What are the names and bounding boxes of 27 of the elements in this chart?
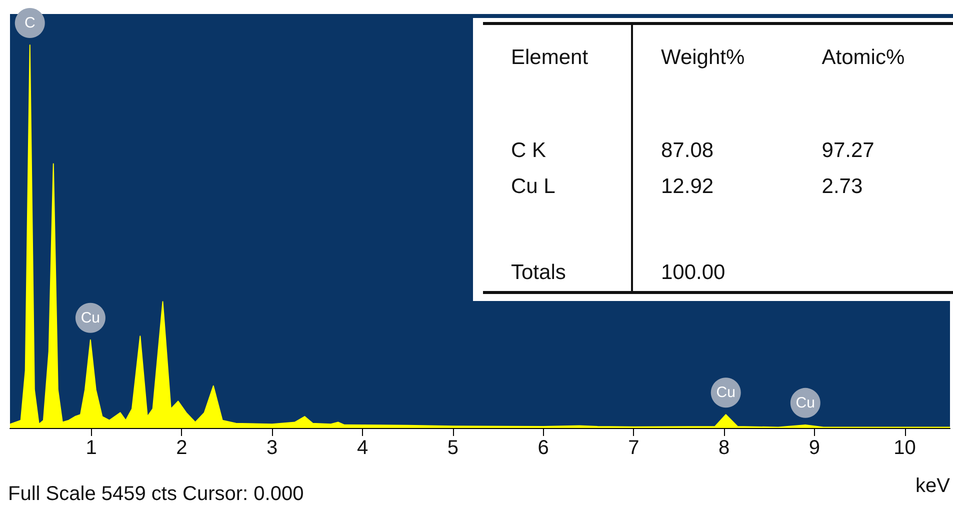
category-label: Totals	[483, 205, 632, 292]
data-label: 87.08	[660, 138, 715, 164]
x-tick-label: 7	[628, 437, 640, 459]
annotation: Cu	[796, 394, 815, 412]
text: Full Scale 5459 cts Cursor: 0.000	[8, 483, 304, 505]
x-tick-label: 5	[447, 437, 458, 459]
text: Element	[483, 24, 632, 91]
series-label: Weight%	[660, 45, 746, 71]
data-label: 97.27	[820, 138, 876, 164]
data-label: 2.73	[820, 174, 864, 200]
x-tick-label: 6	[538, 437, 549, 459]
x-tick-label: 2	[176, 437, 188, 459]
category-label: C K	[483, 91, 632, 169]
x-tick-label: 4	[356, 437, 368, 459]
data-label: 12.92	[660, 174, 715, 200]
x-tick-label: 10	[894, 437, 916, 459]
x-axis-title: keV	[916, 475, 951, 497]
text: Atomic%	[820, 45, 906, 71]
x-tick-label: 8	[718, 437, 730, 459]
x-tick-label: 9	[808, 437, 820, 459]
annotation: C	[24, 14, 36, 32]
annotation: Cu	[716, 384, 736, 402]
annotation: Cu	[80, 309, 100, 326]
x-tick-label: 3	[266, 437, 278, 459]
x-tick-label: 1	[86, 437, 97, 459]
category-label: Cu L	[483, 169, 632, 205]
data-label: 100.00	[660, 260, 726, 286]
